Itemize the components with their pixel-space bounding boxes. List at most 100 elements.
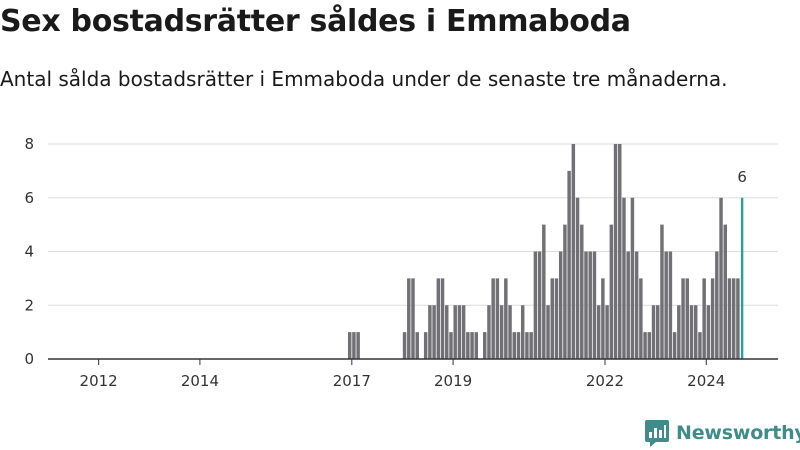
- bar: [571, 144, 576, 359]
- bar: [533, 251, 538, 359]
- bar: [508, 305, 512, 359]
- bar: [415, 332, 419, 359]
- bar: [402, 332, 407, 359]
- bar: [731, 278, 736, 359]
- bar: [618, 144, 622, 359]
- bar: [474, 332, 479, 359]
- bar: [558, 251, 563, 359]
- newsworthy-logo-icon: [645, 420, 669, 447]
- bar: [449, 332, 453, 359]
- bar: [525, 332, 529, 359]
- bar: [715, 251, 719, 359]
- bar: [630, 197, 635, 359]
- bar: [613, 144, 618, 359]
- bar: [554, 278, 559, 359]
- bar: [727, 278, 732, 359]
- bar: [626, 251, 630, 359]
- bar: [356, 332, 360, 359]
- bar: [588, 251, 592, 359]
- bar: [685, 278, 690, 359]
- bar: [698, 332, 702, 359]
- bar: [609, 224, 614, 359]
- bar: [407, 278, 411, 359]
- bar: [677, 305, 681, 359]
- bar: [550, 278, 554, 359]
- bar: [643, 332, 647, 359]
- bar: [487, 305, 491, 359]
- bar: [445, 305, 449, 359]
- data-label: 6: [737, 168, 747, 186]
- bar: [719, 197, 723, 359]
- bar: [664, 251, 668, 359]
- bar: [470, 332, 474, 359]
- bar: [423, 332, 428, 359]
- bar: [347, 332, 352, 359]
- x-tick-label: 2024: [687, 372, 725, 390]
- y-tick-label: 8: [24, 135, 34, 153]
- bar: [668, 251, 673, 359]
- page-subtitle: Antal sålda bostadsrätter i Emmaboda und…: [0, 67, 728, 91]
- bar: [601, 278, 605, 359]
- bar: [411, 278, 415, 359]
- bar: [491, 278, 495, 359]
- bar: [512, 332, 517, 359]
- bar: [575, 197, 580, 359]
- y-tick-label: 4: [24, 243, 34, 261]
- bar: [723, 224, 727, 359]
- y-tick-label: 2: [24, 296, 34, 314]
- bar: [605, 305, 609, 359]
- bar: [542, 224, 546, 359]
- bar: [639, 278, 643, 359]
- bar: [702, 278, 706, 359]
- bar: [706, 305, 711, 359]
- page-title: Sex bostadsrätter såldes i Emmaboda: [0, 4, 631, 39]
- bar: [567, 170, 571, 359]
- bar: [622, 197, 626, 359]
- bar: [592, 251, 597, 359]
- bars: [347, 144, 744, 359]
- bar: [546, 305, 550, 359]
- bar: [457, 305, 462, 359]
- bar: [483, 332, 487, 359]
- bar: [693, 305, 698, 359]
- bar: [656, 305, 660, 359]
- bar: [710, 278, 715, 359]
- y-tick-label: 0: [24, 350, 34, 368]
- data-labels: 6: [737, 168, 747, 186]
- x-tick-label: 2019: [434, 372, 472, 390]
- bar: [529, 332, 533, 359]
- bar: [736, 278, 740, 359]
- bar: [440, 278, 445, 359]
- bar: [584, 251, 588, 359]
- bar: [428, 305, 432, 359]
- bar-highlight: [740, 197, 744, 359]
- x-tick-label: 2014: [181, 372, 219, 390]
- bar: [436, 278, 441, 359]
- bar: [651, 305, 656, 359]
- y-axis-ticks: 0 2 4 6 8: [24, 135, 34, 368]
- x-tick-label: 2012: [80, 372, 118, 390]
- bar: [660, 224, 664, 359]
- x-tick-label: 2022: [586, 372, 624, 390]
- bar: [634, 251, 639, 359]
- bar: [681, 278, 685, 359]
- bar: [537, 251, 542, 359]
- brand-name: Newsworthy: [676, 422, 800, 444]
- y-tick-label: 6: [24, 189, 34, 207]
- x-tick-label: 2017: [333, 372, 371, 390]
- bar: [466, 332, 470, 359]
- bar: [504, 278, 508, 359]
- bar: [580, 224, 584, 359]
- bar: [453, 305, 457, 359]
- bar: [647, 332, 652, 359]
- bar: [461, 305, 466, 359]
- bar: [689, 305, 694, 359]
- newsworthy-brand: Newsworthy: [644, 418, 800, 448]
- bar: [520, 305, 525, 359]
- bar: [499, 305, 504, 359]
- bar: [516, 332, 521, 359]
- bar: [352, 332, 356, 359]
- bar: [563, 224, 567, 359]
- bar: [672, 332, 677, 359]
- bar: [596, 305, 601, 359]
